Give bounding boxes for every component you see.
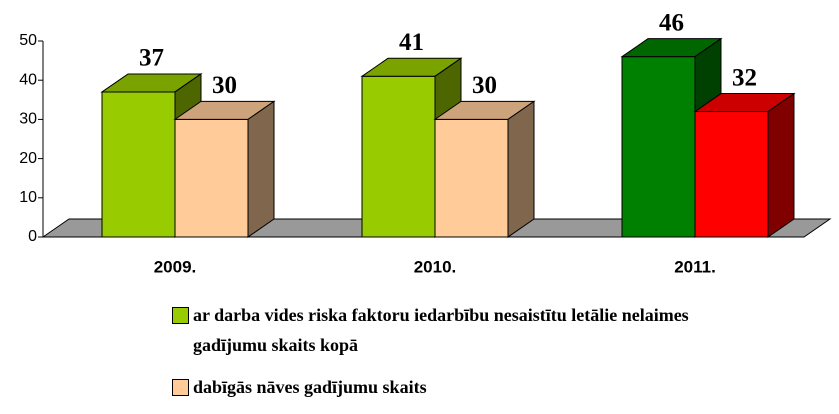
bar xyxy=(101,91,176,238)
x-tick-label: 2009. xyxy=(154,257,197,276)
value-label: 37 xyxy=(139,45,164,72)
value-label: 46 xyxy=(659,9,684,36)
y-tick-label: 10 xyxy=(19,189,37,206)
bar xyxy=(621,56,696,238)
x-tick-label: 2010. xyxy=(414,257,457,276)
legend: ar darba vides riska faktoru iedarbību n… xyxy=(172,300,772,414)
y-tick-label: 0 xyxy=(28,228,37,245)
bar xyxy=(434,118,509,238)
bar-side xyxy=(247,100,275,238)
value-label: 32 xyxy=(732,64,757,91)
bar-side xyxy=(507,100,535,238)
value-label: 30 xyxy=(212,72,237,99)
bar xyxy=(174,118,249,238)
bar xyxy=(694,111,769,238)
bar xyxy=(361,75,436,238)
x-tick-label: 2011. xyxy=(674,257,716,276)
y-tick-label: 40 xyxy=(19,71,37,88)
value-label: 30 xyxy=(472,72,497,99)
y-tick-label: 50 xyxy=(19,32,37,49)
value-label: 41 xyxy=(399,29,424,56)
legend-item: dabīgās nāves gadījumu skaits xyxy=(172,372,772,402)
legend-label: dabīgās nāves gadījumu skaits xyxy=(193,377,427,397)
legend-label: ar darba vides riska faktoru iedarbību n… xyxy=(193,305,689,355)
legend-swatch xyxy=(172,307,189,324)
legend-swatch xyxy=(172,379,189,396)
legend-item: ar darba vides riska faktoru iedarbību n… xyxy=(172,300,772,360)
y-tick-label: 30 xyxy=(19,111,37,128)
bar-side xyxy=(767,92,795,238)
y-tick-label: 20 xyxy=(19,150,37,167)
